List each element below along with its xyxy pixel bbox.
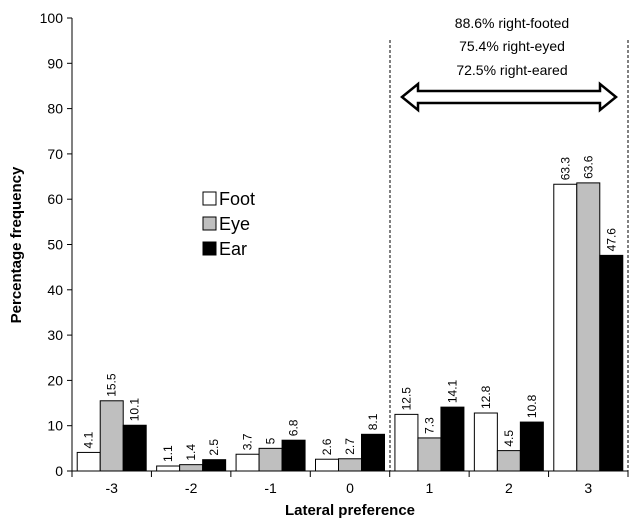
x-tick-label: 3 <box>584 480 592 496</box>
bar-value-label: 47.6 <box>604 228 618 252</box>
bar-eye <box>338 458 362 472</box>
bar-eye <box>496 450 521 472</box>
y-tick-label: 10 <box>47 418 63 434</box>
bar-ear <box>599 254 624 472</box>
y-tick-label: 90 <box>47 55 63 71</box>
bar-value-label: 8.1 <box>366 413 380 430</box>
legend-label-eye: Eye <box>219 214 250 234</box>
right-preference-double-arrow <box>400 81 618 113</box>
bar-foot <box>76 451 101 472</box>
bar-foot <box>473 412 498 472</box>
y-tick-label: 30 <box>47 327 63 343</box>
x-tick-label: -3 <box>105 480 118 496</box>
legend: Foot Eye Ear <box>202 189 255 259</box>
bar-value-label: 12.5 <box>399 387 413 411</box>
y-axis-title: Percentage frequency <box>8 166 25 323</box>
bar-value-label: 10.8 <box>525 394 539 418</box>
bar-foot <box>156 465 181 472</box>
bar-value-label: 15.5 <box>105 373 119 397</box>
bar-foot <box>553 183 578 472</box>
bar-value-label: 12.8 <box>479 385 493 409</box>
y-tick-label: 50 <box>47 237 63 253</box>
bar-value-label: 2.6 <box>320 438 334 455</box>
y-tick-label: 100 <box>40 10 64 26</box>
bar-ear <box>281 439 306 472</box>
legend-swatch-foot <box>202 191 217 206</box>
bar-eye <box>99 400 124 472</box>
x-tick-label: 0 <box>346 480 354 496</box>
y-axis-ticks: 0 10 20 30 40 50 60 70 80 90 100 <box>40 10 72 479</box>
bar-foot <box>394 413 419 472</box>
y-tick-label: 40 <box>47 282 63 298</box>
bar-foot <box>315 458 339 472</box>
bar-value-label: 14.1 <box>445 379 459 403</box>
bar-eye <box>576 182 601 472</box>
bar-value-label: 2.7 <box>343 438 357 455</box>
x-tick-label: 2 <box>505 480 513 496</box>
bar-eye <box>258 447 283 472</box>
y-tick-label: 20 <box>47 372 63 388</box>
bar-value-label: 2.5 <box>207 439 221 456</box>
bar-foot <box>235 453 260 472</box>
bar-eye <box>179 464 204 472</box>
bar-value-label: 4.5 <box>502 430 516 447</box>
bar-value-label: 63.6 <box>581 155 595 179</box>
bar-value-label: 7.3 <box>422 417 436 434</box>
x-axis-title: Lateral preference <box>285 502 415 519</box>
bar-ear <box>440 406 465 472</box>
bar-value-label: 10.1 <box>128 398 142 422</box>
bar-value-label: 6.8 <box>287 419 301 436</box>
bar-ear <box>202 459 227 472</box>
bar-value-label: 1.4 <box>184 444 198 461</box>
bar-value-label: 3.7 <box>241 433 255 450</box>
annotation-right-eared: 72.5% right-eared <box>456 62 567 78</box>
bars <box>76 182 624 472</box>
y-tick-label: 80 <box>47 101 63 117</box>
bar-value-label: 63.3 <box>558 157 572 181</box>
y-tick-label: 70 <box>47 146 63 162</box>
bar-ear <box>122 424 147 472</box>
bar-ear <box>361 433 385 472</box>
legend-label-ear: Ear <box>219 239 247 259</box>
legend-swatch-ear <box>202 241 217 256</box>
bar-value-labels: 4.1 15.5 10.1 1.1 1.4 2.5 3.7 5 6.8 2.6 2.7 8.1 12.5… <box>82 155 619 462</box>
bar-value-label: 5 <box>264 437 278 444</box>
x-tick-label: 1 <box>426 480 434 496</box>
legend-swatch-eye <box>202 216 217 231</box>
y-tick-label: 60 <box>47 191 63 207</box>
bar-ear <box>519 421 544 472</box>
x-tick-label: -1 <box>264 480 277 496</box>
bar-eye <box>417 437 442 472</box>
y-tick-label: 0 <box>55 463 63 479</box>
x-tick-label: -2 <box>185 480 198 496</box>
annotation-right-eyed: 75.4% right-eyed <box>459 38 565 54</box>
bar-value-label: 1.1 <box>161 445 175 462</box>
bar-value-label: 4.1 <box>82 431 96 448</box>
legend-label-foot: Foot <box>219 189 255 209</box>
x-axis-ticks: -3 -2 -1 0 1 2 3 <box>71 471 629 496</box>
annotation-right-footed: 88.6% right-footed <box>455 15 569 31</box>
